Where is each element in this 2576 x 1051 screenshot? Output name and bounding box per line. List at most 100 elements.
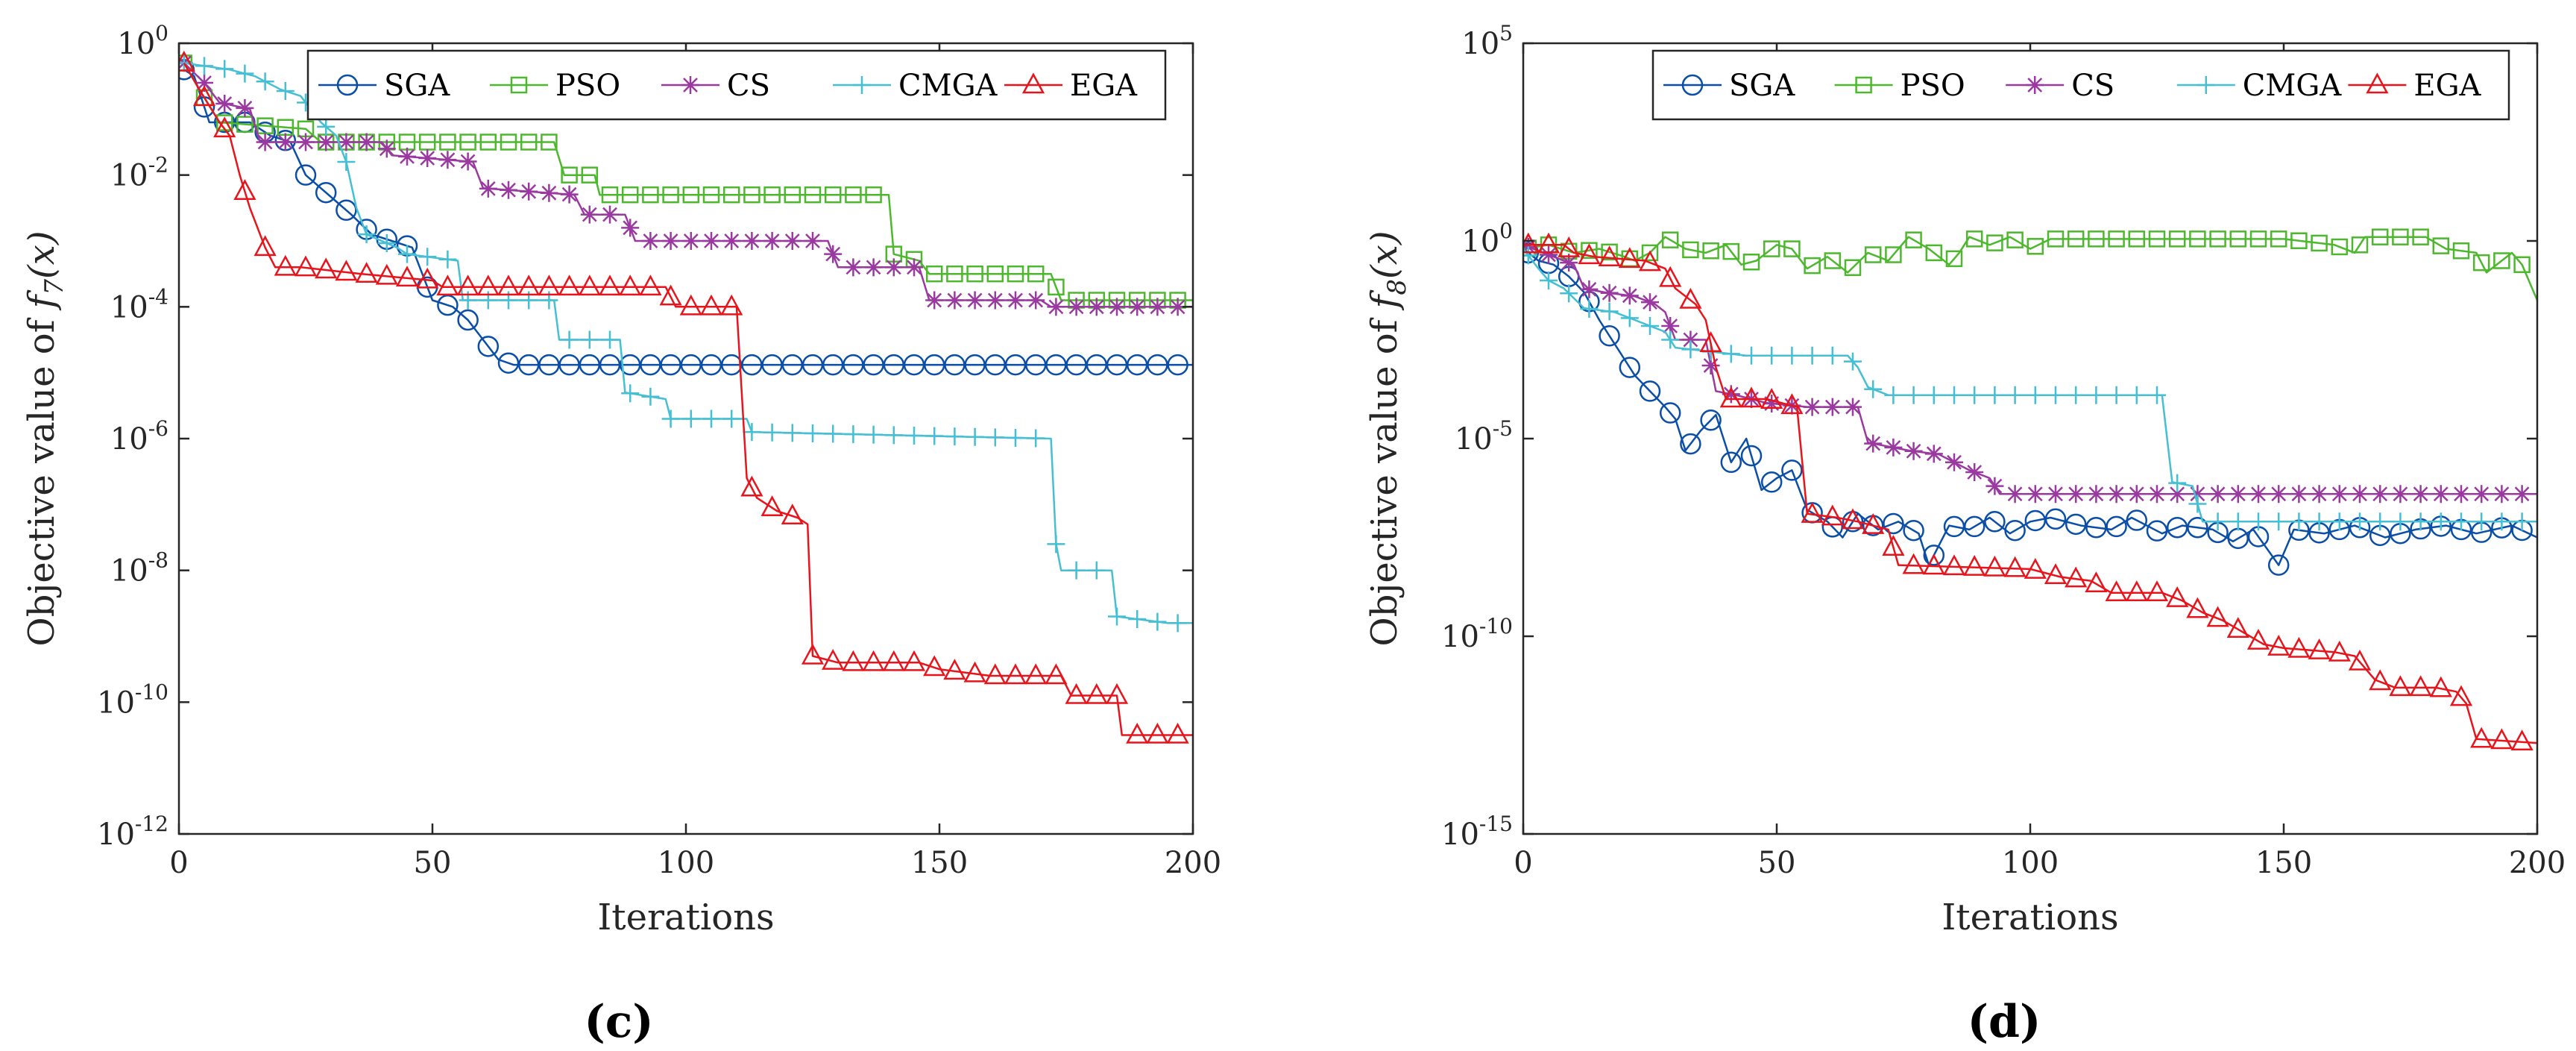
series-cs-marker [540, 183, 558, 202]
series-cs-marker [2270, 485, 2288, 503]
series-cmga-marker [1560, 284, 1578, 303]
series-cs-marker [2371, 485, 2390, 503]
series-sga-line [1523, 248, 2537, 566]
series-cs-marker [1641, 293, 1659, 312]
series-cmga-marker [2411, 512, 2430, 531]
series-ega-marker [1166, 722, 1189, 744]
series-cmga-marker [1904, 386, 1923, 404]
series-ega-marker [1902, 553, 1925, 574]
series-cmga-marker [2208, 512, 2227, 531]
series-pso-marker [1824, 252, 1842, 269]
series-cmga-marker [905, 426, 923, 445]
series-pso-marker [743, 186, 760, 204]
series-cs-marker [1087, 298, 1106, 316]
series-ega-marker [456, 274, 479, 296]
series-cmga-marker [1884, 386, 1903, 404]
series-cmga-marker [2148, 386, 2166, 404]
legend-entry-cs: CS [661, 69, 770, 103]
series-pso-marker [1965, 230, 1983, 248]
series-cs-marker [418, 149, 437, 168]
series-pso-marker [1742, 254, 1760, 271]
series-ega-marker [1024, 663, 1048, 685]
series-pso-marker [642, 186, 659, 204]
series-pso-marker [2371, 228, 2389, 245]
series-sga-marker [315, 181, 337, 204]
series-ega-marker [720, 294, 743, 316]
series-pso-marker [2006, 231, 2024, 248]
series-pso-marker [1905, 231, 1922, 248]
series-sga-marker [1781, 459, 1803, 481]
series-cs-marker [2229, 485, 2247, 503]
series-cmga-marker [824, 424, 843, 443]
series-cs-marker [1027, 291, 1045, 310]
series-sga-marker [2126, 509, 2148, 531]
series-cmga-marker [2026, 386, 2044, 404]
series-pso-marker [2148, 230, 2166, 248]
y-axis-label-prefix: Objective value of [21, 308, 63, 646]
series-cs-marker [722, 232, 741, 250]
series-sga-marker [2146, 520, 2168, 542]
series-cmga-marker [317, 117, 336, 136]
series-ega-marker [1638, 250, 1662, 272]
series-cs-marker [844, 258, 863, 277]
series-ega-marker [1963, 555, 1986, 576]
series-ega-marker [517, 274, 541, 296]
series-cs-marker [2148, 485, 2166, 503]
series-cmga-marker [1087, 561, 1106, 580]
legend-entry-ega-label: EGA [2413, 69, 2481, 103]
series-pso-marker [2513, 256, 2531, 274]
series-pso-marker [2209, 230, 2226, 248]
series-cs-marker [702, 232, 720, 250]
series-pso-marker [946, 265, 963, 283]
series-cs-marker [2168, 485, 2187, 503]
series-cmga-marker [377, 233, 396, 252]
legend-entry-pso-marker [1855, 76, 1872, 94]
series-cs-marker [1047, 298, 1065, 316]
series-sga-marker [1760, 471, 1783, 493]
series-sga-marker [1740, 445, 1763, 467]
legend-entry-pso-marker [510, 76, 528, 94]
series-pso-marker [1844, 259, 1862, 277]
x-tick-label: 200 [1165, 846, 1221, 880]
series-ega-marker [598, 274, 622, 296]
series-cmga-marker [2168, 474, 2187, 492]
series-sga-marker [1984, 511, 2006, 533]
series-cs-marker [763, 232, 781, 250]
series-ega-marker [2510, 730, 2534, 751]
series-pso-marker [2351, 236, 2369, 254]
series-ega-marker [781, 503, 804, 525]
series-ega-marker [2267, 634, 2290, 656]
series-ega-marker [2287, 636, 2311, 658]
y-axis-label-arg: (x) [21, 230, 63, 279]
series-sga-marker [1923, 545, 1945, 566]
series-pso-marker [1027, 265, 1045, 283]
series-ega-marker [1578, 243, 1601, 265]
series-ega-marker [2369, 669, 2392, 691]
series-pso-marker [925, 265, 943, 283]
series-sga-marker [2024, 509, 2047, 532]
series-ega-marker [1922, 553, 1945, 575]
series-ega-marker [1618, 247, 1641, 269]
series-pso-marker [2189, 230, 2206, 248]
series-pso-marker [784, 186, 802, 204]
series-ega-marker [1841, 508, 1865, 530]
series-ega-marker [842, 650, 865, 671]
series-cmga-marker [2270, 512, 2288, 531]
series-cs-marker [884, 258, 903, 277]
series-ega-marker [902, 650, 926, 671]
series-cmga-marker [1722, 345, 1740, 363]
series-cs-marker [276, 133, 295, 151]
series-cs-marker [398, 147, 416, 166]
series-cs-marker [601, 205, 619, 224]
y-tick-label: 100 [117, 21, 169, 61]
series-pso-marker [2229, 230, 2247, 248]
series-cmga-marker [1007, 428, 1024, 447]
series-cmga-marker [1661, 330, 1680, 349]
series-cmga-marker [641, 387, 660, 406]
series-cs-marker [1701, 356, 1720, 374]
series-layer [1523, 228, 2537, 751]
series-cs-marker [864, 258, 883, 277]
legend-entry-pso: PSO [1834, 69, 1965, 103]
series-cmga-marker [763, 423, 781, 442]
series-ega-marker [2065, 566, 2088, 588]
